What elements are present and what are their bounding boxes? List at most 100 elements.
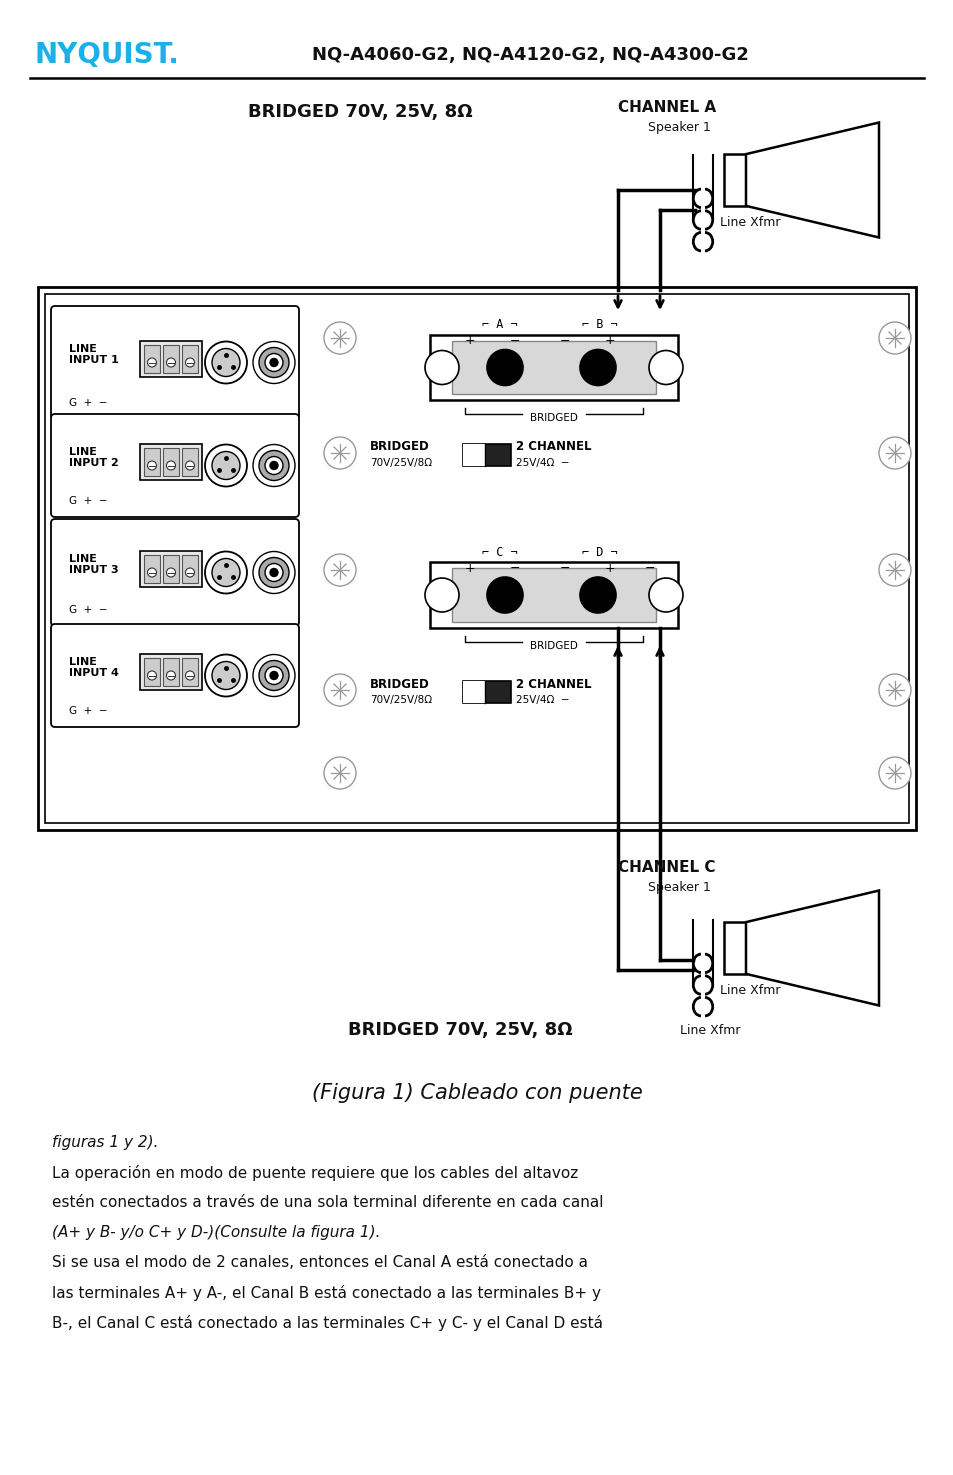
- Circle shape: [265, 563, 283, 581]
- Bar: [182, 447, 198, 475]
- FancyBboxPatch shape: [51, 519, 298, 625]
- Bar: [163, 658, 179, 686]
- Circle shape: [324, 437, 355, 469]
- Bar: [462, 444, 511, 466]
- Text: (A+ y B- y/o C+ y D-)(Consulte la figura 1).: (A+ y B- y/o C+ y D-)(Consulte la figura…: [52, 1226, 380, 1240]
- Text: BRIDGED: BRIDGED: [530, 642, 578, 650]
- Polygon shape: [745, 122, 878, 237]
- Circle shape: [253, 552, 294, 593]
- Text: Line Xfmr: Line Xfmr: [679, 1024, 740, 1037]
- Bar: [163, 555, 179, 583]
- Circle shape: [148, 671, 156, 680]
- Circle shape: [212, 559, 240, 587]
- Circle shape: [253, 444, 294, 487]
- Text: figuras 1 y 2).: figuras 1 y 2).: [52, 1134, 158, 1150]
- Text: G  +  −: G + −: [69, 707, 108, 715]
- Text: BRIDGED: BRIDGED: [370, 441, 429, 453]
- Bar: [723, 153, 745, 207]
- Text: −: −: [509, 335, 519, 348]
- Circle shape: [167, 462, 175, 471]
- Circle shape: [878, 674, 910, 707]
- Circle shape: [258, 558, 289, 587]
- Circle shape: [424, 578, 458, 612]
- Bar: [163, 345, 179, 373]
- Circle shape: [253, 655, 294, 696]
- Circle shape: [167, 671, 175, 680]
- FancyBboxPatch shape: [51, 305, 298, 419]
- Text: Speaker 1: Speaker 1: [647, 121, 710, 134]
- Text: CHANNEL C: CHANNEL C: [618, 860, 715, 876]
- Bar: [140, 653, 202, 689]
- Circle shape: [212, 348, 240, 376]
- Circle shape: [185, 358, 194, 367]
- Circle shape: [579, 577, 616, 614]
- Circle shape: [205, 655, 247, 696]
- Bar: [163, 447, 179, 475]
- Circle shape: [324, 757, 355, 789]
- Circle shape: [878, 757, 910, 789]
- Circle shape: [205, 444, 247, 487]
- Text: −: −: [559, 335, 570, 348]
- Text: LINE
INPUT 2: LINE INPUT 2: [69, 447, 118, 468]
- Circle shape: [167, 568, 175, 577]
- Bar: [144, 658, 160, 686]
- Text: Si se usa el modo de 2 canales, entonces el Canal A está conectado a: Si se usa el modo de 2 canales, entonces…: [52, 1255, 587, 1270]
- Text: −: −: [644, 562, 655, 574]
- Circle shape: [167, 358, 175, 367]
- Text: G  +  −: G + −: [69, 496, 108, 506]
- Bar: [182, 658, 198, 686]
- Bar: [430, 562, 678, 628]
- Bar: [430, 335, 678, 400]
- Bar: [723, 922, 745, 974]
- Text: La operación en modo de puente requiere que los cables del altavoz: La operación en modo de puente requiere …: [52, 1165, 578, 1181]
- Text: ⌐ D ¬: ⌐ D ¬: [581, 546, 618, 559]
- Circle shape: [253, 342, 294, 384]
- Circle shape: [148, 358, 156, 367]
- Text: NYQUIST.: NYQUIST.: [35, 41, 180, 69]
- Text: 2 CHANNEL: 2 CHANNEL: [516, 677, 591, 690]
- Text: G  +  −: G + −: [69, 398, 108, 409]
- Circle shape: [258, 450, 289, 481]
- Bar: [144, 555, 160, 583]
- Circle shape: [270, 671, 277, 680]
- Bar: [140, 550, 202, 587]
- Text: +: +: [604, 562, 615, 574]
- Text: Line Xfmr: Line Xfmr: [720, 215, 780, 229]
- Bar: [182, 345, 198, 373]
- Text: −: −: [509, 562, 519, 574]
- Circle shape: [148, 568, 156, 577]
- Text: Line Xfmr: Line Xfmr: [720, 984, 780, 997]
- Text: LINE
INPUT 3: LINE INPUT 3: [69, 553, 118, 575]
- Circle shape: [212, 661, 240, 689]
- Circle shape: [424, 351, 458, 385]
- Bar: [462, 681, 484, 704]
- Circle shape: [486, 350, 522, 385]
- Polygon shape: [745, 891, 878, 1006]
- Text: B-, el Canal C está conectado a las terminales C+ y C- y el Canal D está: B-, el Canal C está conectado a las term…: [52, 1316, 602, 1330]
- Circle shape: [324, 322, 355, 354]
- Text: LINE
INPUT 1: LINE INPUT 1: [69, 344, 118, 366]
- Text: BRIDGED 70V, 25V, 8Ω: BRIDGED 70V, 25V, 8Ω: [248, 103, 472, 121]
- Circle shape: [205, 552, 247, 593]
- Text: LINE
INPUT 4: LINE INPUT 4: [69, 656, 119, 678]
- Text: (Figura 1) Cableado con puente: (Figura 1) Cableado con puente: [312, 1083, 641, 1103]
- Bar: [452, 341, 656, 394]
- Text: 25V/4Ω  −: 25V/4Ω −: [516, 459, 569, 468]
- Text: Speaker 1: Speaker 1: [647, 882, 710, 894]
- Circle shape: [324, 555, 355, 586]
- Text: −: −: [559, 562, 570, 574]
- Text: NQ-A4060-G2, NQ-A4120-G2, NQ-A4300-G2: NQ-A4060-G2, NQ-A4120-G2, NQ-A4300-G2: [312, 46, 748, 63]
- Text: BRIDGED 70V, 25V, 8Ω: BRIDGED 70V, 25V, 8Ω: [347, 1021, 572, 1038]
- Circle shape: [185, 568, 194, 577]
- Circle shape: [270, 568, 277, 577]
- Text: ⌐ B ¬: ⌐ B ¬: [581, 319, 618, 332]
- Circle shape: [205, 342, 247, 384]
- Text: BRIDGED: BRIDGED: [370, 677, 429, 690]
- Text: +: +: [464, 562, 475, 574]
- Bar: [462, 444, 484, 466]
- Text: +: +: [464, 335, 475, 348]
- Bar: [462, 681, 511, 704]
- Circle shape: [648, 578, 682, 612]
- Text: 25V/4Ω  −: 25V/4Ω −: [516, 695, 569, 705]
- Circle shape: [185, 671, 194, 680]
